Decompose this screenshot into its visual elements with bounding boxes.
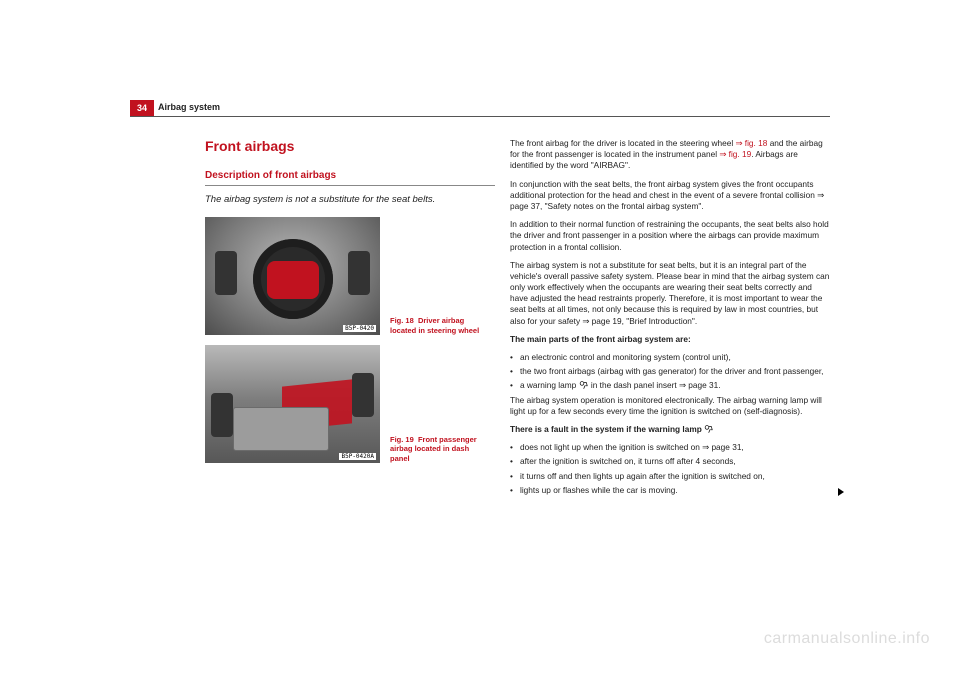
subheading-description: Description of front airbags [205,170,495,181]
figure-18-caption: Fig. 18 Driver airbag located in steerin… [390,316,490,335]
manual-page: 34 Airbag system Front airbags Descripti… [0,0,960,678]
heading-front-airbags: Front airbags [205,138,495,154]
fault-title-text: There is a fault in the system if the wa… [510,424,704,434]
fault-list: does not light up when the ignition is s… [510,442,830,496]
mp-item-3: a warning lamp in the dash panel insert … [510,380,830,391]
watermark: carmanualsonline.info [764,630,930,648]
figure-19-row: B5P-0420A Fig. 19 Front passenger airbag… [205,345,495,463]
fig19-code: B5P-0420A [339,453,376,460]
mp3a: a warning lamp [520,380,579,390]
right-column: The front airbag for the driver is locat… [510,138,830,499]
mp3b: in the dash panel insert ⇒ page 31. [589,380,721,390]
fault-item-2: after the ignition is switched on, it tu… [510,456,830,467]
fault-item-4: lights up or flashes while the car is mo… [510,485,830,496]
subheading-rule [205,185,495,186]
ref-fig18: ⇒ fig. 18 [736,138,768,148]
page-number: 34 [130,100,154,116]
header-rule [130,116,830,117]
fault-title: There is a fault in the system if the wa… [510,424,830,435]
fig19-label: Fig. 19 [390,435,414,444]
fig18-airbag-zone [267,261,319,299]
fig18-label: Fig. 18 [390,316,414,325]
para-restraining: In addition to their normal function of … [510,219,830,253]
continuation-arrow-icon [838,488,844,496]
fig19-vent-right [352,373,374,417]
figure-18-row: B5P-0420 Fig. 18 Driver airbag located i… [205,217,495,335]
left-column: Front airbags Description of front airba… [205,138,495,473]
figure-19-caption: Fig. 19 Front passenger airbag located i… [390,435,490,463]
para-conjunction: In conjunction with the seat belts, the … [510,179,830,213]
para-location: The front airbag for the driver is locat… [510,138,830,172]
running-header: Airbag system [158,102,220,112]
figure-19-image: B5P-0420A [205,345,380,463]
figure-18-image: B5P-0420 [205,217,380,335]
fig18-vent-left [215,251,237,295]
mp-item-2: the two front airbags (airbag with gas g… [510,366,830,377]
fig19-vent-left [211,393,233,437]
fault-item-1: does not light up when the ignition is s… [510,442,830,453]
airbag-warning-icon [704,425,714,433]
fig18-vent-right [348,251,370,295]
mp-item-1: an electronic control and monitoring sys… [510,352,830,363]
airbag-warning-icon [579,381,589,389]
ref-fig19: ⇒ fig. 19 [719,149,751,159]
fig18-code: B5P-0420 [343,325,376,332]
main-parts-title: The main parts of the front airbag syste… [510,334,830,345]
main-parts-list: an electronic control and monitoring sys… [510,352,830,392]
p1a: The front airbag for the driver is locat… [510,138,736,148]
subtitle-italic: The airbag system is not a substitute fo… [205,194,495,205]
fault-item-3: it turns off and then lights up again af… [510,471,830,482]
para-not-substitute: The airbag system is not a substitute fo… [510,260,830,327]
para-monitored: The airbag system operation is monitored… [510,395,830,417]
fig19-glovebox [233,407,329,451]
